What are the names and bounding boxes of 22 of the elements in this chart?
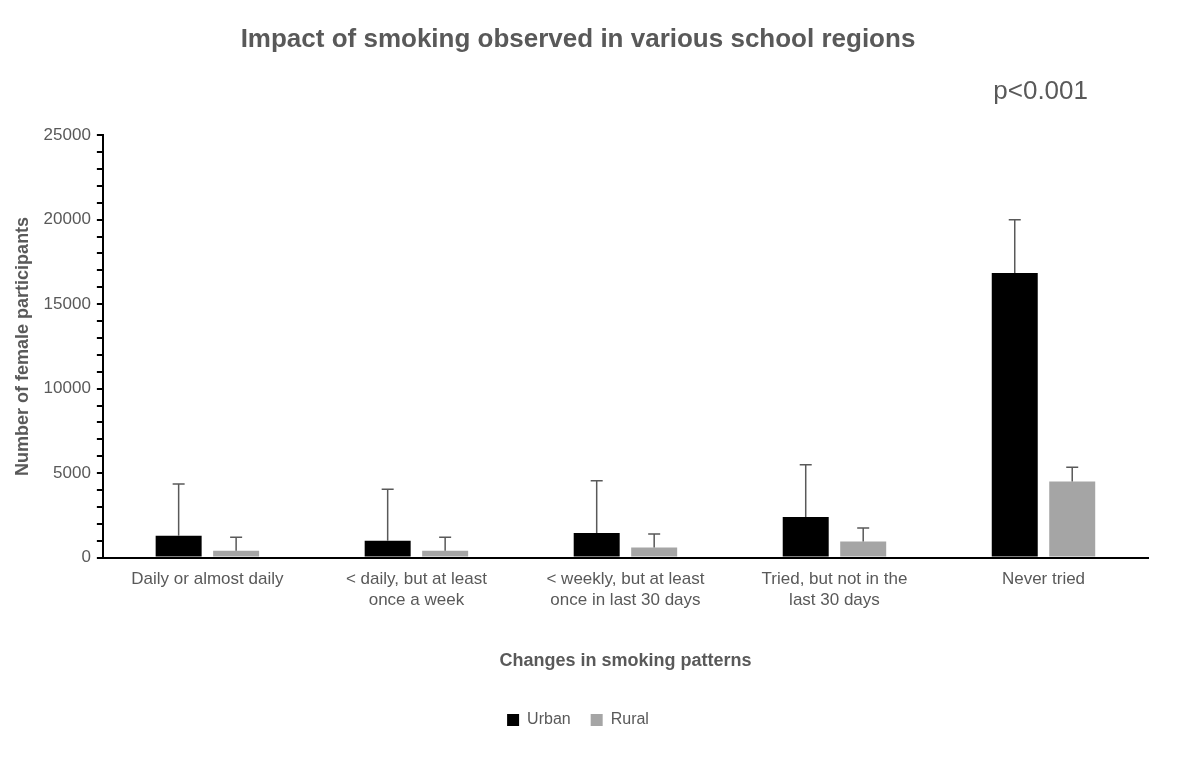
y-tick-label: 0 [81,547,91,567]
chart-title: Impact of smoking observed in various school regions [240,22,916,53]
bar [213,550,260,557]
y-tick-label: 20000 [43,209,91,229]
y-axis-title: Number of female participants [11,216,32,476]
x-axis-title: Changes in smoking patterns [499,650,752,671]
x-tick-label: Daily or almost daily [131,569,284,589]
bar [1049,481,1096,557]
bar [422,550,469,557]
y-tick-label: 5000 [53,462,91,482]
x-tick-label: Never tried [1001,569,1086,589]
y-tick-label: 15000 [43,293,91,313]
legend-label: Urban [527,710,571,728]
x-tick-label: Tried, but not in the last 30 days [761,569,908,609]
bar [631,547,678,557]
text: p<0.001 [993,75,1088,106]
legend-label: Rural [610,710,649,728]
bar [840,541,887,557]
x-tick-label: < weekly, but at least once in last 30 days [546,569,705,609]
y-tick-label: 25000 [43,124,91,144]
y-tick-label: 10000 [43,378,91,398]
x-tick-label: < daily, but at least once a week [345,569,488,609]
